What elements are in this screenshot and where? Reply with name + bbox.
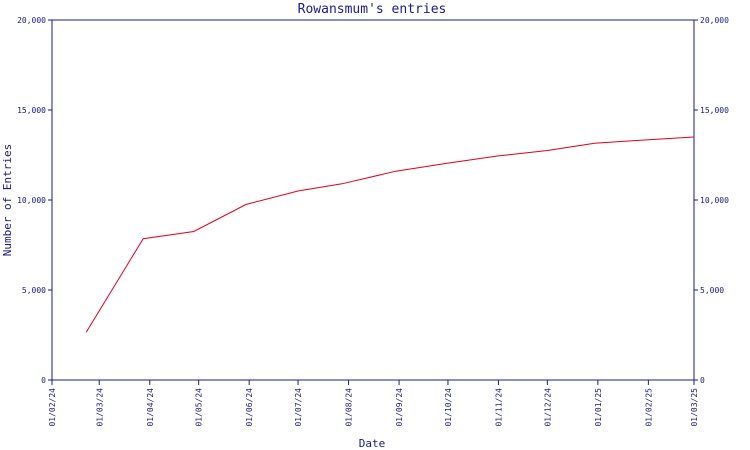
y-tick-label: 10,000 xyxy=(17,196,46,205)
x-tick-label: 01/05/24 xyxy=(195,388,204,427)
y-tick-label: 15,000 xyxy=(17,106,46,115)
x-tick-label: 01/02/25 xyxy=(644,388,653,427)
chart-title: Rowansmum's entries xyxy=(298,2,447,17)
y-tick-label: 5,000 xyxy=(22,286,46,295)
x-tick-label: 01/02/24 xyxy=(48,388,57,427)
x-tick-label: 01/06/24 xyxy=(245,388,254,427)
y-tick-label-right: 0 xyxy=(700,376,705,385)
x-tick-label: 01/11/24 xyxy=(494,388,503,427)
x-tick-label: 01/07/24 xyxy=(294,388,303,427)
x-tick-label: 01/01/25 xyxy=(594,388,603,427)
y-axis-label: Number of Entries xyxy=(1,144,14,257)
y-tick-label: 0 xyxy=(41,376,46,385)
x-tick-label: 01/03/24 xyxy=(95,388,104,427)
x-tick-label: 01/10/24 xyxy=(444,388,453,427)
x-tick-label: 01/12/24 xyxy=(543,388,552,427)
y-axis: 0 0 5,000 5,000 10,000 10,000 15,000 15,000 20,0… xyxy=(17,16,729,385)
y-tick-label: 20,000 xyxy=(17,16,46,25)
y-tick-label-right: 5,000 xyxy=(700,286,724,295)
plot-frame xyxy=(51,19,695,381)
y-tick-label-right: 10,000 xyxy=(700,196,729,205)
series-line xyxy=(85,136,695,333)
x-tick-label: 01/04/24 xyxy=(146,388,155,427)
x-axis-label: Date xyxy=(359,437,386,450)
x-axis: 01/02/24 01/03/24 01/04/24 01/05/24 01/06/24… xyxy=(48,380,699,427)
y-tick-label-right: 15,000 xyxy=(700,106,729,115)
x-tick-label: 01/08/24 xyxy=(345,388,354,427)
x-tick-label: 01/09/24 xyxy=(395,388,404,427)
y-tick-label-right: 20,000 xyxy=(700,16,729,25)
x-tick-label: 01/03/25 xyxy=(690,388,699,427)
